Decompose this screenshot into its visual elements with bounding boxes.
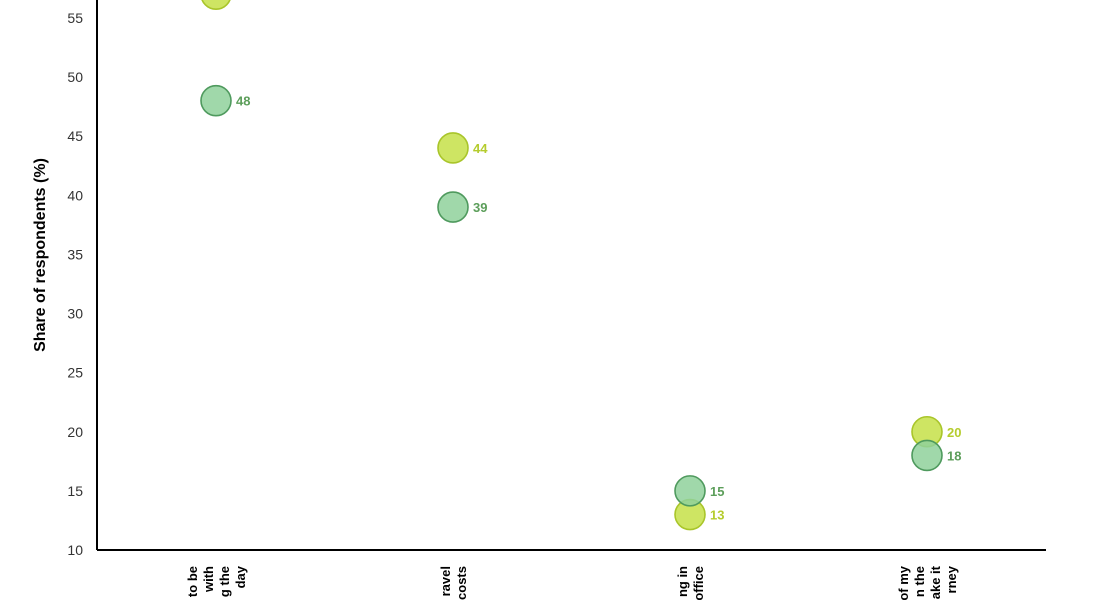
y-tick-label: 40	[67, 187, 83, 203]
data-point	[201, 0, 231, 11]
x-category-label: with	[201, 566, 216, 593]
x-category-label: ravel	[438, 566, 453, 596]
y-tick-label: 30	[67, 306, 83, 322]
x-category-label: g the	[217, 566, 232, 597]
data-label: 18	[947, 448, 961, 463]
points-layer	[200, 0, 943, 531]
y-tick-label: 45	[67, 128, 83, 144]
x-category-label: costs	[454, 566, 469, 600]
data-point	[911, 439, 943, 472]
data-point	[674, 475, 706, 507]
x-category-label: rney	[944, 565, 959, 593]
y-tick-label: 35	[67, 246, 83, 262]
data-label: 48	[236, 94, 250, 109]
data-label: 13	[710, 508, 724, 523]
data-point	[437, 191, 469, 223]
x-category-label: of my	[896, 565, 911, 600]
x-category-label: n the	[912, 566, 927, 597]
data-label: 15	[710, 484, 724, 499]
x-category-label: day	[233, 565, 248, 588]
data-labels-layer: 44 13 20 48 39 15 18	[236, 94, 961, 523]
x-category-label: ng in	[675, 566, 690, 597]
data-label: 44	[473, 141, 488, 156]
x-category-label: ake it	[928, 565, 943, 599]
x-category-label: office	[691, 566, 706, 600]
y-tick-label: 55	[67, 10, 83, 26]
data-point	[437, 132, 469, 164]
y-tick-label: 15	[67, 483, 83, 499]
tick-layer: 10 15 20 25 30 35 40 45 50 55	[67, 10, 83, 558]
data-label: 20	[947, 425, 961, 440]
category-labels: to be with g the day ravel costs ng in office of…	[185, 565, 959, 600]
y-tick-label: 25	[67, 365, 83, 381]
y-tick-label: 10	[67, 542, 83, 558]
y-tick-label: 50	[67, 69, 83, 85]
x-category-label: to be	[185, 566, 200, 597]
y-tick-label: 20	[67, 424, 83, 440]
y-axis-title: Share of respondents (%)	[32, 158, 49, 352]
data-label: 39	[473, 200, 487, 215]
data-point	[200, 84, 232, 117]
